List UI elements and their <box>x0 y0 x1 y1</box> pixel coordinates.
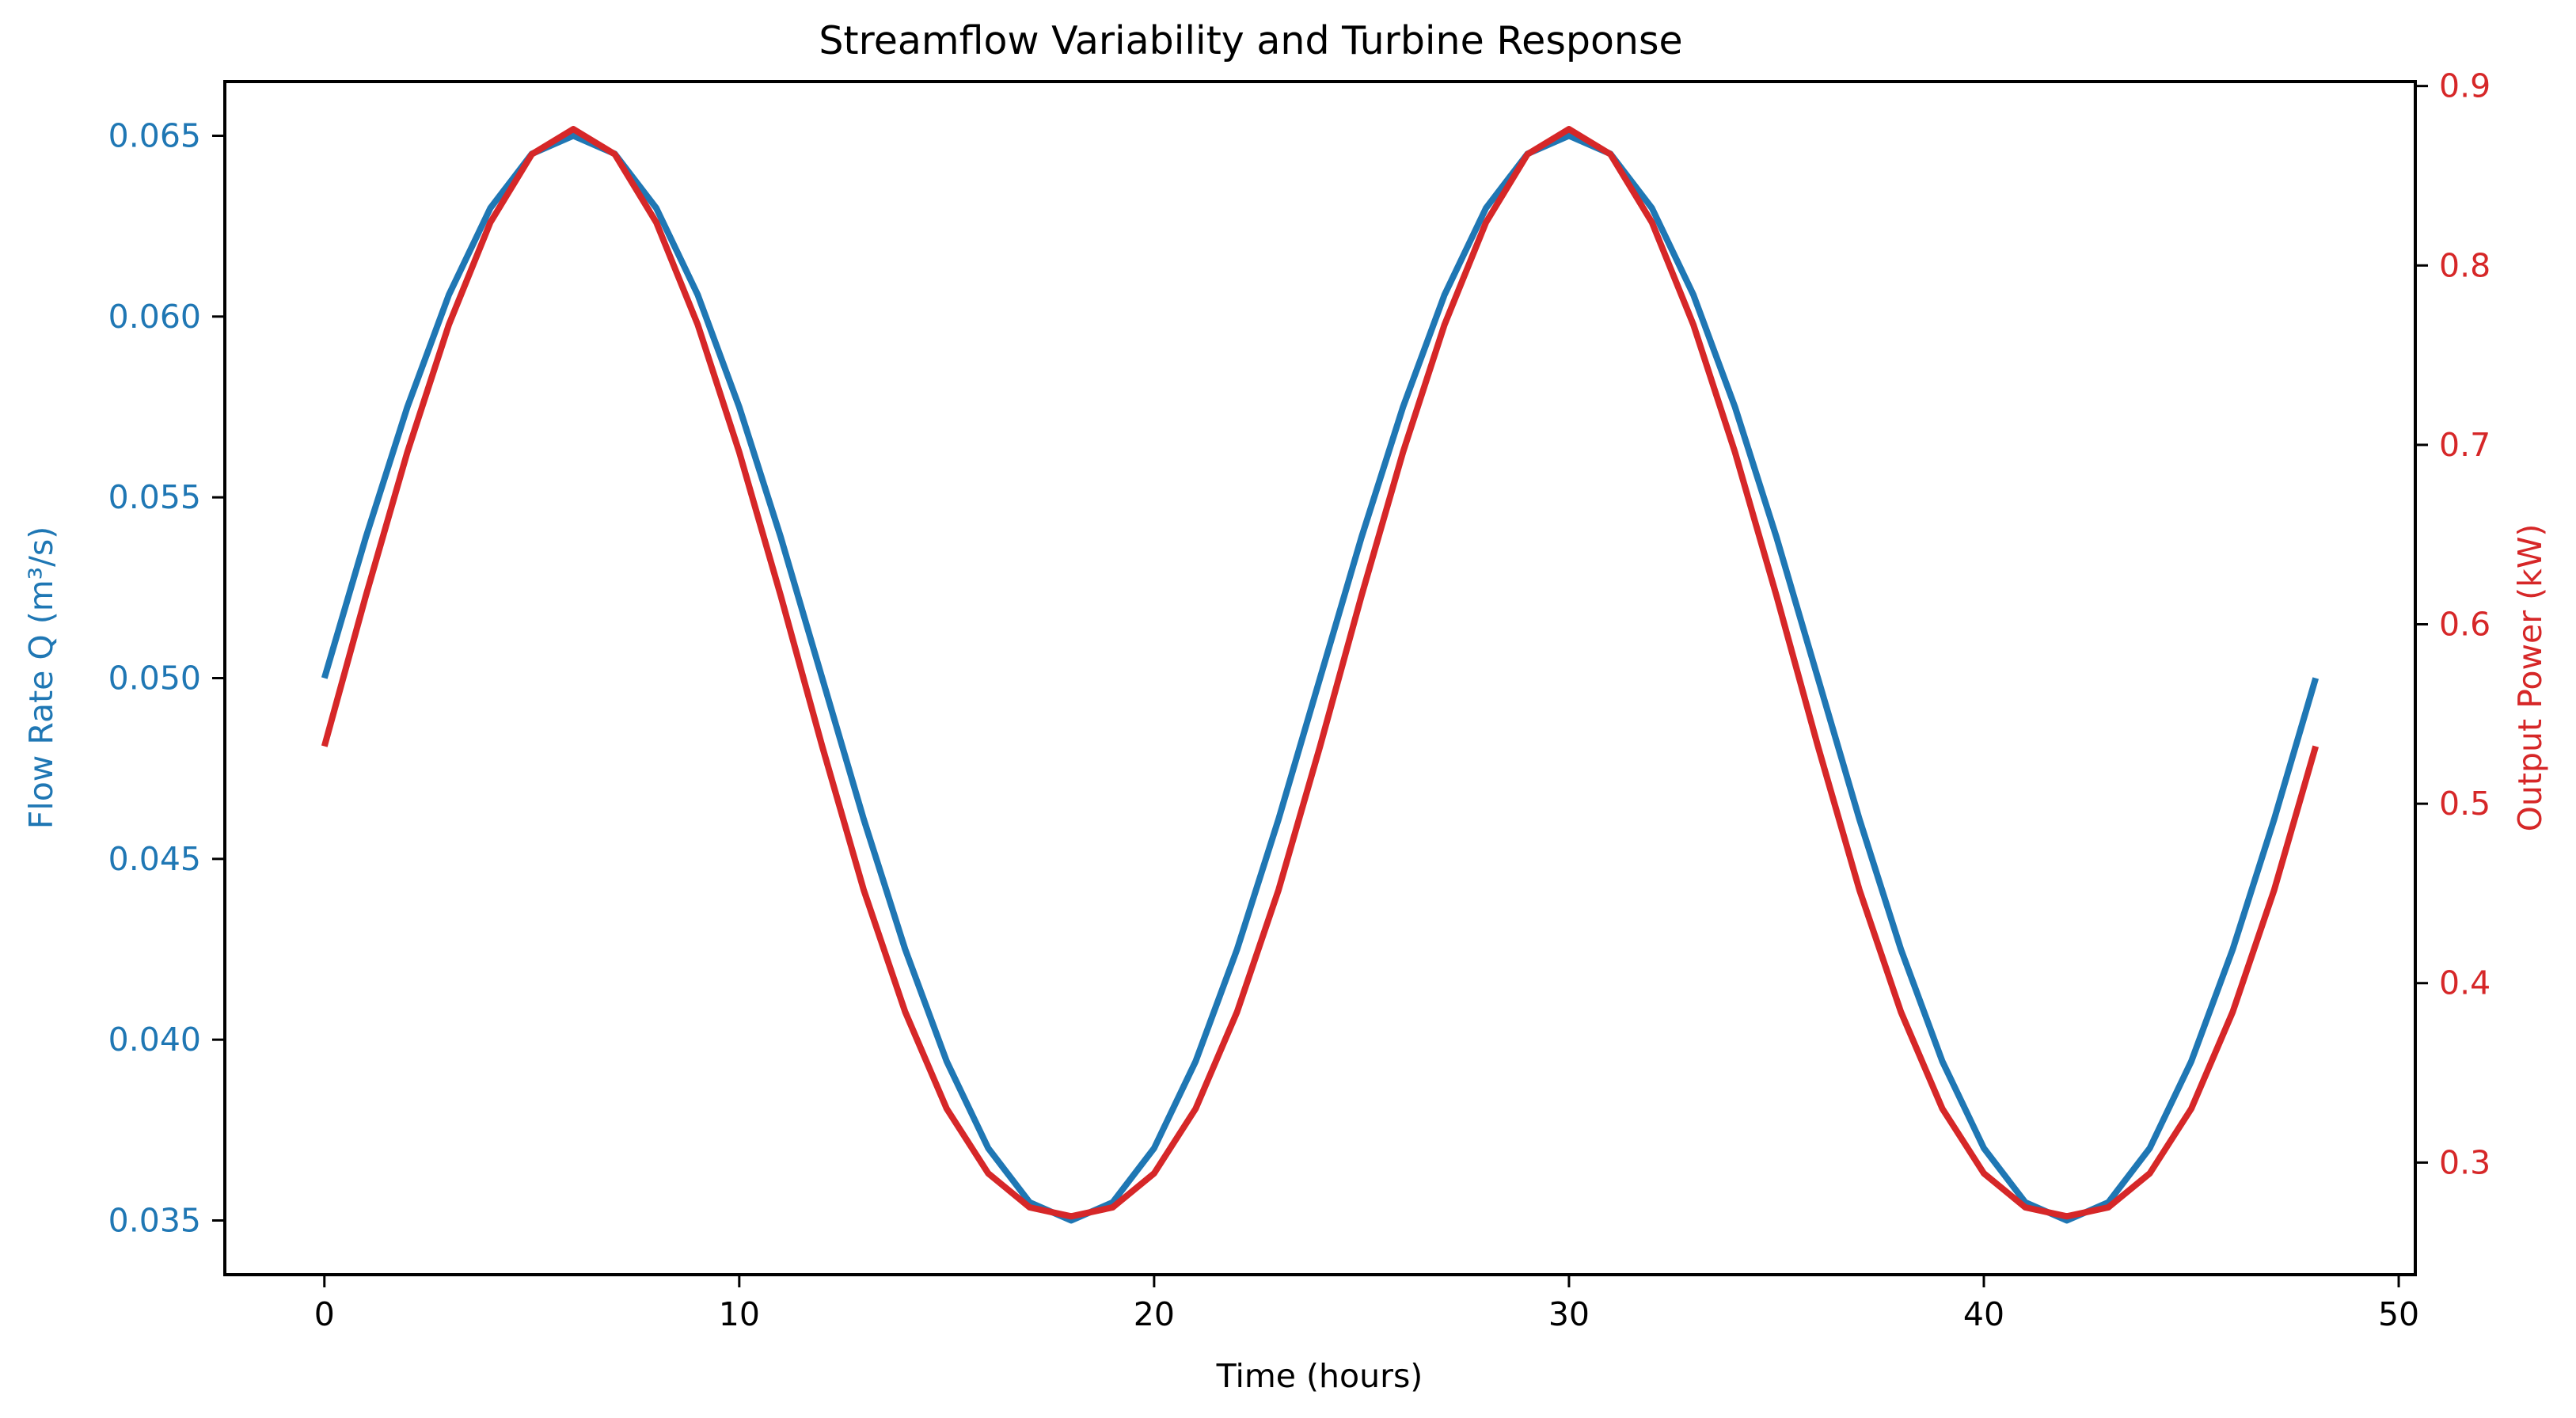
x-tick-label: 0 <box>314 1295 335 1333</box>
left-y-tick-label: 0.035 <box>108 1202 201 1240</box>
left-y-tick-label: 0.045 <box>108 840 201 878</box>
right-y-tick-label: 0.3 <box>2439 1143 2491 1181</box>
x-tick-label: 20 <box>1134 1295 1175 1333</box>
left-y-axis-label: Flow Rate Q (m³/s) <box>22 527 60 830</box>
series-layer <box>321 126 2320 1224</box>
left-y-tick-label: 0.060 <box>108 298 201 336</box>
right-y-axis-label: Output Power (kW) <box>2511 524 2549 832</box>
x-tick-label: 30 <box>1548 1295 1590 1333</box>
right-y-tick-label: 0.7 <box>2439 426 2491 464</box>
right-y-tick-label: 0.6 <box>2439 606 2491 644</box>
left-y-tick-label: 0.050 <box>108 660 201 698</box>
left-y-tick-label: 0.065 <box>108 117 201 155</box>
flow-rate-series-line <box>321 132 2320 1224</box>
left-y-tick-label: 0.055 <box>108 478 201 516</box>
output-power-series-line <box>321 126 2320 1220</box>
x-axis-label: Time (hours) <box>1216 1357 1423 1395</box>
right-y-tick-label: 0.5 <box>2439 785 2491 823</box>
left-y-axis-ticks: 0.035 0.040 0.045 0.050 0.055 0.060 0.065 <box>108 117 225 1240</box>
x-axis-ticks: 0 10 20 30 40 50 <box>314 1275 2419 1333</box>
x-tick-label: 10 <box>719 1295 760 1333</box>
right-y-tick-label: 0.4 <box>2439 964 2491 1002</box>
chart-title: Streamflow Variability and Turbine Respo… <box>819 18 1682 63</box>
left-y-tick-label: 0.040 <box>108 1021 201 1059</box>
right-y-tick-label: 0.9 <box>2439 67 2491 105</box>
right-y-tick-label: 0.8 <box>2439 246 2491 284</box>
right-y-axis-ticks: 0.3 0.4 0.5 0.6 0.7 0.8 0.9 <box>2415 67 2491 1181</box>
x-tick-label: 50 <box>2378 1295 2419 1333</box>
x-tick-label: 40 <box>1963 1295 2004 1333</box>
